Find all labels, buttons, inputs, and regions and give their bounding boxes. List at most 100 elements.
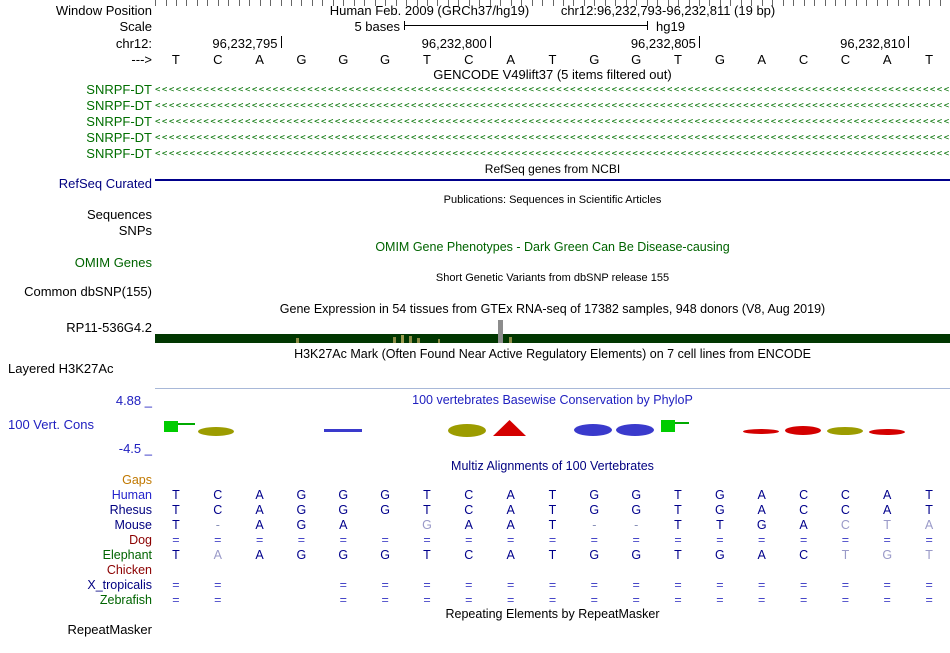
conservation-mark	[661, 420, 675, 432]
species-label-human[interactable]: Human	[111, 488, 152, 502]
repeatmasker-track-title: Repeating Elements by RepeatMasker	[445, 607, 660, 621]
alignment-base: =	[507, 593, 515, 607]
ruler-tick	[385, 0, 387, 6]
species-label-rhesus[interactable]: Rhesus	[109, 503, 152, 517]
alignment-base: T	[423, 548, 431, 562]
ruler-tick	[678, 0, 679, 6]
ruler-base: T	[171, 52, 180, 67]
species-label-dog[interactable]: Dog	[129, 533, 152, 547]
gencode-item-arrows[interactable]: <<<<<<<<<<<<<<<<<<<<<<<<<<<<<<<<<<<<<<<<…	[155, 101, 950, 111]
ruler-tick	[573, 0, 575, 6]
alignment-base: =	[465, 578, 473, 592]
alignment-base: =	[214, 533, 222, 547]
scale-bar	[404, 21, 648, 30]
ruler-tick	[437, 0, 439, 6]
alignment-base: =	[799, 578, 808, 592]
refseq-gene-line[interactable]	[155, 179, 950, 181]
alignment-base: T	[925, 503, 933, 517]
alignment-base: =	[716, 578, 724, 592]
alignment-base: C	[799, 503, 809, 517]
gtex-expression-mark	[498, 320, 503, 343]
conservation-track-label[interactable]: 100 Vert. Cons	[8, 417, 94, 432]
alignment-base: =	[716, 593, 724, 607]
ruler-tick	[311, 0, 313, 6]
gtex-gene-label[interactable]: RP11-536G4.2	[66, 320, 152, 335]
ruler-tick	[698, 0, 700, 6]
gencode-item-label[interactable]: SNRPF-DT	[86, 146, 152, 161]
refseq-curated-label[interactable]: RefSeq Curated	[58, 176, 152, 191]
ruler-tick	[646, 0, 648, 6]
gencode-item-label[interactable]: SNRPF-DT	[86, 130, 152, 145]
h3k27ac-track-label[interactable]: Layered H3K27Ac	[8, 361, 114, 376]
scale-value: 5 bases	[354, 19, 400, 34]
ruler-tick	[719, 0, 721, 6]
gencode-item-label[interactable]: SNRPF-DT	[86, 82, 152, 97]
ruler-tick	[929, 0, 931, 6]
sequences-track-label[interactable]: Sequences	[86, 207, 152, 222]
ruler-base: C	[840, 52, 851, 67]
alignment-base: G	[296, 488, 307, 502]
alignment-base: =	[674, 578, 682, 592]
alignment-base: A	[213, 548, 222, 562]
dbsnp-track-label[interactable]: Common dbSNP(155)	[24, 284, 152, 299]
species-label-mouse[interactable]: Mouse	[114, 518, 152, 532]
alignment-base: =	[925, 533, 933, 547]
conservation-mark	[448, 424, 486, 437]
ruler-tick	[887, 0, 889, 6]
alignment-base: =	[925, 593, 933, 607]
species-label-gaps[interactable]: Gaps	[122, 473, 152, 487]
ruler-tick	[772, 0, 774, 6]
gtex-gene-bar[interactable]	[155, 334, 950, 343]
alignment-base: G	[338, 548, 349, 562]
alignment-base: A	[506, 548, 515, 562]
coordinate-label: 96,232,800	[421, 36, 487, 51]
alignment-base: G	[296, 518, 307, 532]
ruler-tick	[918, 0, 920, 6]
alignment-base: A	[757, 488, 766, 502]
alignment-base: =	[925, 578, 933, 592]
omim-genes-label[interactable]: OMIM Genes	[74, 255, 152, 270]
alignment-base: =	[172, 533, 180, 547]
species-label-zebrafish[interactable]: Zebrafish	[99, 593, 152, 607]
gencode-item-label[interactable]: SNRPF-DT	[86, 98, 152, 113]
ruler-tick	[636, 0, 638, 6]
species-label-x_tropicalis[interactable]: X_tropicalis	[87, 578, 152, 592]
conservation-track-title: 100 vertebrates Basewise Conservation by…	[412, 393, 693, 407]
species-label-elephant[interactable]: Elephant	[102, 548, 152, 562]
ruler-tick	[165, 0, 167, 6]
ruler-tick	[834, 0, 836, 6]
alignment-base: =	[339, 533, 347, 547]
gtex-expression-mark	[296, 338, 299, 343]
alignment-base: A	[924, 518, 934, 532]
alignment-base: T	[674, 518, 682, 532]
gencode-item-label[interactable]: SNRPF-DT	[86, 114, 152, 129]
alignment-base: G	[756, 518, 767, 532]
gencode-item-arrows[interactable]: <<<<<<<<<<<<<<<<<<<<<<<<<<<<<<<<<<<<<<<<…	[155, 85, 950, 95]
alignment-base: G	[631, 488, 642, 502]
ruler-tick	[374, 0, 376, 6]
conservation-mark	[675, 422, 689, 424]
alignment-base: G	[380, 503, 390, 517]
ruler-tick	[824, 0, 826, 6]
ruler-tick	[479, 0, 481, 6]
alignment-base: A	[255, 503, 264, 517]
gencode-item-arrows[interactable]: <<<<<<<<<<<<<<<<<<<<<<<<<<<<<<<<<<<<<<<<…	[155, 117, 950, 127]
strand-arrow-label: --->	[131, 52, 152, 67]
ruler-tick	[667, 0, 669, 6]
gencode-item-arrows[interactable]: <<<<<<<<<<<<<<<<<<<<<<<<<<<<<<<<<<<<<<<<…	[155, 133, 950, 143]
snps-track-label[interactable]: SNPs	[118, 223, 152, 238]
gencode-item-arrows[interactable]: <<<<<<<<<<<<<<<<<<<<<<<<<<<<<<<<<<<<<<<<…	[155, 149, 950, 159]
alignment-base: =	[214, 578, 222, 592]
alignment-base: =	[883, 593, 891, 607]
alignment-base: T	[172, 548, 180, 562]
alignment-base: C	[213, 488, 223, 502]
ruler-base: T	[925, 52, 934, 67]
species-label-chicken[interactable]: Chicken	[106, 563, 152, 577]
ruler-tick	[876, 0, 878, 6]
alignment-base: G	[380, 548, 390, 562]
alignment-base: =	[590, 593, 598, 607]
ruler-tick	[217, 0, 219, 6]
repeatmasker-track-label[interactable]: RepeatMasker	[67, 622, 152, 637]
ruler-base: A	[506, 52, 516, 67]
ruler-base: C	[213, 52, 223, 67]
